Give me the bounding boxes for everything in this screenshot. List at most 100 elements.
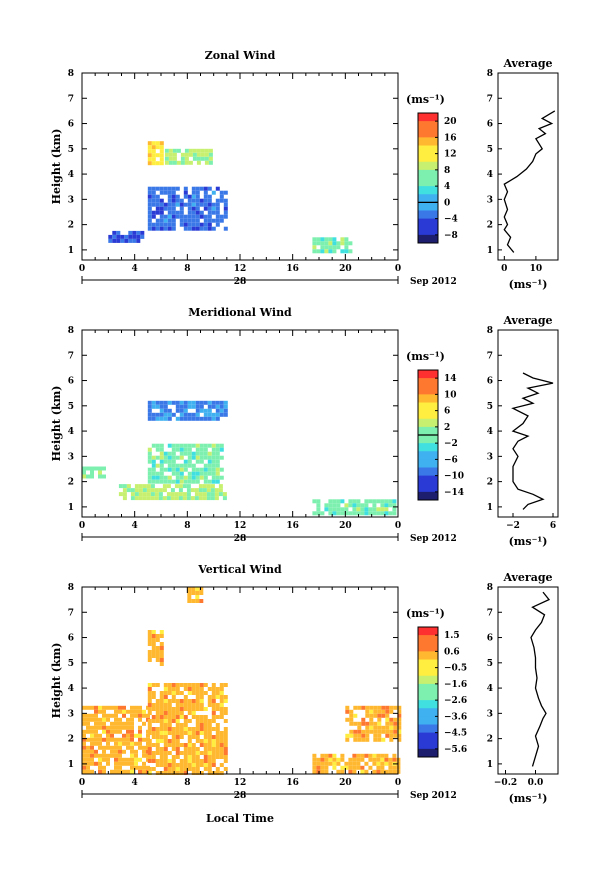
heatmap-cell-1 <box>183 687 188 691</box>
heatmap-cell-2 <box>207 455 212 460</box>
colorbar-tick-label: 0 <box>444 198 450 208</box>
y-tick-label: 1 <box>68 503 74 513</box>
heatmap-cell-0 <box>114 741 118 746</box>
heatmap-cell-3 <box>191 599 196 603</box>
heatmap-cell-4 <box>332 757 337 762</box>
heatmap-cell-4 <box>320 511 325 516</box>
heatmap-cell-2 <box>151 149 156 154</box>
heatmap-cell-0 <box>122 713 126 718</box>
heatmap-cell-2 <box>147 161 152 166</box>
heatmap-cell-1 <box>171 763 176 767</box>
heatmap-cell-3 <box>176 148 181 153</box>
heatmap-cell-5 <box>385 725 390 730</box>
heatmap-cell-1 <box>175 719 180 723</box>
heatmap-cell-2 <box>183 479 188 484</box>
heatmap-cell-2 <box>203 455 208 460</box>
heatmap-cell-1 <box>207 747 212 751</box>
heatmap-cell-1 <box>138 488 143 493</box>
heatmap-cell-2 <box>151 646 156 650</box>
heatmap-cell-3 <box>199 587 204 591</box>
heatmap-cell-3 <box>179 412 184 417</box>
heatmap-cell-4 <box>312 237 317 242</box>
heatmap-cell-2 <box>147 650 152 654</box>
heatmap-cell-1 <box>207 202 212 207</box>
heatmap-cell-5 <box>361 737 366 742</box>
heatmap-cell-4 <box>332 245 337 250</box>
heatmap-cell-1 <box>199 703 204 707</box>
heatmap-cell-0 <box>114 705 118 710</box>
y-tick-label: 3 <box>68 709 74 719</box>
heatmap-cell-1 <box>147 719 152 723</box>
heatmap-cell-3 <box>199 404 204 409</box>
heatmap-cell-0 <box>134 753 138 758</box>
heatmap-cell-1 <box>195 703 200 707</box>
heatmap-cell-5 <box>357 729 362 734</box>
heatmap-cell-1 <box>163 711 168 715</box>
heatmap-cell-5 <box>357 733 362 738</box>
heatmap-cell-1 <box>211 218 216 223</box>
colorbar-segment <box>418 129 438 138</box>
heatmap-cell-1 <box>218 492 223 497</box>
heatmap-cell-1 <box>186 496 191 501</box>
heatmap-cell-2 <box>159 157 164 162</box>
colorbar-frame <box>417 626 439 758</box>
heatmap-cell-1 <box>155 683 160 687</box>
colorbar-tick-label: 8 <box>444 166 450 176</box>
x-tick-label: 0 <box>79 264 85 274</box>
heatmap-cell-1 <box>175 747 180 751</box>
heatmap-cell-1 <box>206 484 211 489</box>
heatmap-cell-1 <box>151 198 156 203</box>
heatmap-cell-1 <box>179 771 184 775</box>
heatmap-cell-1 <box>187 751 192 755</box>
heatmap-cell-4 <box>384 499 389 504</box>
profile-unit: (ms⁻¹) <box>509 278 548 291</box>
heatmap-cell-1 <box>199 687 204 691</box>
y-tick-label: 1 <box>68 760 74 770</box>
heatmap-cell-4 <box>336 499 341 504</box>
heatmap-cell-1 <box>198 496 203 501</box>
heatmap-cell-1 <box>190 496 195 501</box>
heatmap-cell-1 <box>122 492 127 497</box>
heatmap-cell-1 <box>163 214 168 219</box>
heatmap-cell-1 <box>199 751 204 755</box>
heatmap-cell-1 <box>174 496 179 501</box>
heatmap-cell-1 <box>219 699 224 703</box>
heatmap-cell-1 <box>151 226 156 231</box>
heatmap-cell-1 <box>187 707 192 711</box>
heatmap-cell-1 <box>203 723 208 727</box>
heatmap-cell-2 <box>179 455 184 460</box>
heatmap-cell-1 <box>214 496 219 501</box>
heatmap-cell-2 <box>163 479 168 484</box>
heatmap-cell-3 <box>195 599 200 603</box>
heatmap-cell-1 <box>170 496 175 501</box>
heatmap-cell-1 <box>223 747 228 751</box>
heatmap-cell-0 <box>138 765 142 770</box>
heatmap-cell-0 <box>130 737 134 742</box>
heatmap-cell-1 <box>191 190 196 195</box>
heatmap-cell-0 <box>116 230 121 235</box>
heatmap-cell-0 <box>136 230 141 235</box>
heatmap-cell-5 <box>397 713 402 718</box>
heatmap-cell-1 <box>223 707 228 711</box>
profile-y-tick-label: 7 <box>487 608 493 618</box>
heatmap-cell-1 <box>171 190 176 195</box>
heatmap-cell-1 <box>223 206 228 211</box>
heatmap-cell-1 <box>159 751 164 755</box>
heatmap-cell-5 <box>381 709 386 714</box>
heatmap-cell-0 <box>124 234 129 239</box>
heatmap-cell-0 <box>110 705 114 710</box>
x-tick-label: 12 <box>234 778 247 788</box>
heatmap-cell-0 <box>112 238 117 243</box>
heatmap-cell-1 <box>219 683 224 687</box>
heatmap-cell-4 <box>332 503 337 508</box>
heatmap-cell-1 <box>171 206 176 211</box>
colorbar-segment <box>418 675 438 685</box>
heatmap-cell-3 <box>223 408 228 413</box>
heatmap-cell-0 <box>110 725 114 730</box>
heatmap-cell-3 <box>183 412 188 417</box>
profile-y-tick-label: 2 <box>487 221 493 231</box>
heatmap-cell-1 <box>202 488 207 493</box>
heatmap-cell-0 <box>134 705 138 710</box>
heatmap-cell-1 <box>159 747 164 751</box>
heatmap-cell-4 <box>328 753 333 758</box>
